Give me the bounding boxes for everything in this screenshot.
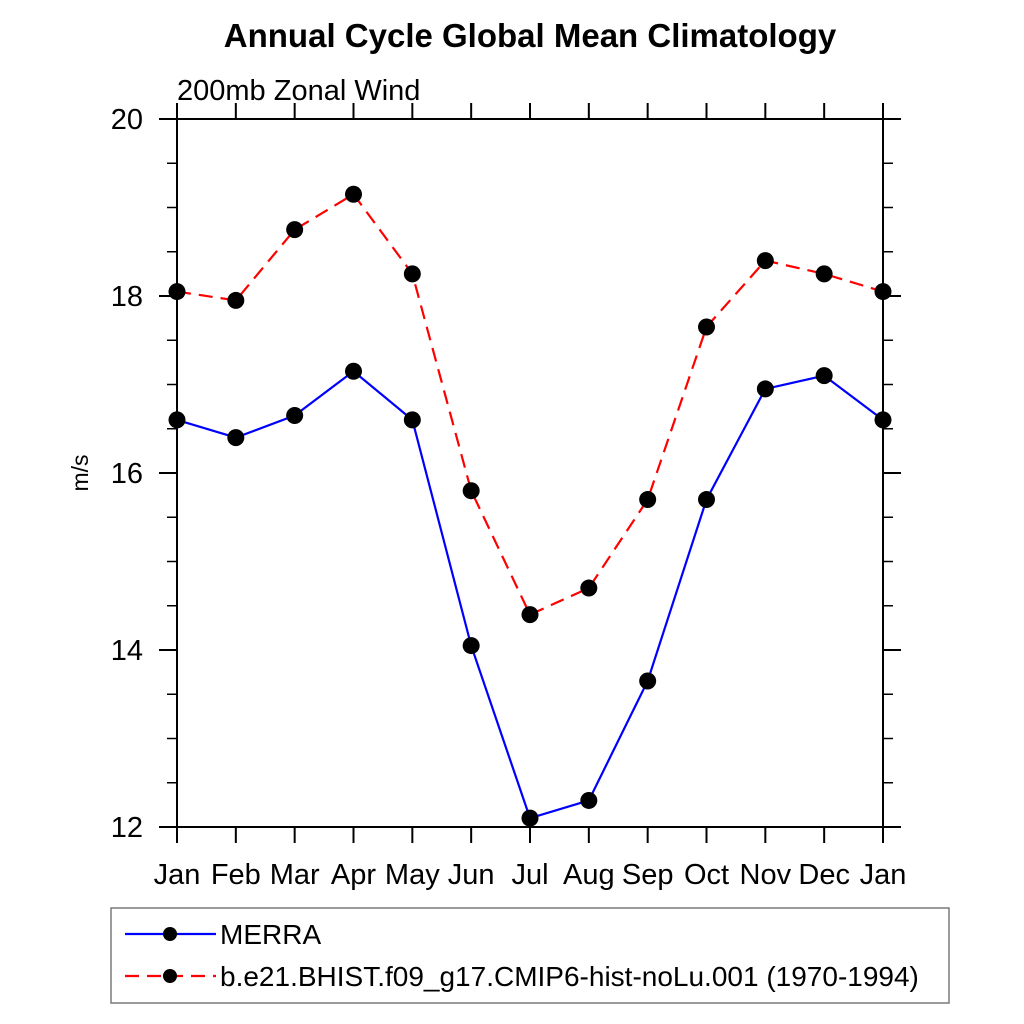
data-point-merra-7 xyxy=(580,791,598,809)
data-point-model-0 xyxy=(168,283,186,301)
data-point-merra-8 xyxy=(639,672,657,690)
data-point-merra-10 xyxy=(756,380,774,398)
x-tick-label: Dec xyxy=(798,859,850,891)
data-point-merra-1 xyxy=(227,429,245,447)
x-tick-label: Jul xyxy=(511,859,548,891)
y-tick-label: 12 xyxy=(111,812,143,844)
data-point-model-1 xyxy=(227,291,245,309)
legend-label-model: b.e21.BHIST.f09_g17.CMIP6-hist-noLu.001 … xyxy=(220,961,919,992)
data-point-merra-11 xyxy=(815,367,833,385)
data-point-merra-4 xyxy=(403,411,421,429)
chart-title: Annual Cycle Global Mean Climatology xyxy=(224,17,837,54)
plot-group: Jan Feb Mar Apr May Jun Jul Aug Sep Oct Nov Dec Jan 1… xyxy=(110,103,950,1004)
x-tick-label: May xyxy=(385,859,440,891)
series-line-merra xyxy=(176,369,884,820)
x-tick-label: Oct xyxy=(684,859,729,891)
data-point-merra-9 xyxy=(698,491,715,509)
x-tick-label: Apr xyxy=(331,859,376,891)
x-tick-label: Jan xyxy=(154,859,201,891)
y-tick-label: 16 xyxy=(111,458,143,490)
legend-swatch-marker xyxy=(163,969,177,983)
x-tick-label: Feb xyxy=(211,859,261,891)
data-point-model-3 xyxy=(345,185,362,203)
data-point-merra-5 xyxy=(462,637,480,655)
y-tick-label: 20 xyxy=(111,104,143,136)
x-tick-label: Mar xyxy=(270,859,320,891)
data-point-model-2 xyxy=(286,221,304,239)
chart-subtitle: 200mb Zonal Wind xyxy=(177,75,420,107)
data-point-model-9 xyxy=(698,318,715,336)
data-point-model-4 xyxy=(403,265,421,283)
data-point-model-5 xyxy=(462,482,480,500)
data-point-merra-2 xyxy=(286,406,304,424)
data-point-merra-12 xyxy=(874,411,892,429)
legend-box xyxy=(110,907,950,1004)
x-tick-label: Aug xyxy=(563,859,615,891)
data-point-model-8 xyxy=(639,491,657,509)
plot-border xyxy=(176,118,884,828)
data-point-model-11 xyxy=(815,265,833,283)
x-tick-label: Jun xyxy=(448,859,495,891)
x-tick-label: Nov xyxy=(740,859,792,891)
data-point-model-6 xyxy=(521,606,539,624)
data-point-model-12 xyxy=(874,283,892,301)
x-tick-label: Jan xyxy=(860,859,907,891)
legend-swatch-marker xyxy=(163,927,177,941)
data-point-merra-0 xyxy=(168,411,186,429)
y-axis-label: m/s xyxy=(67,454,93,491)
data-point-merra-6 xyxy=(521,809,539,827)
y-tick-label: 14 xyxy=(111,635,143,667)
y-tick-label: 18 xyxy=(111,281,143,313)
series-line-model xyxy=(176,192,884,617)
legend-label-merra: MERRA xyxy=(220,919,321,950)
data-point-model-10 xyxy=(756,252,774,270)
data-point-merra-3 xyxy=(345,362,362,380)
x-tick-label: Sep xyxy=(622,859,674,891)
data-point-model-7 xyxy=(580,579,598,597)
